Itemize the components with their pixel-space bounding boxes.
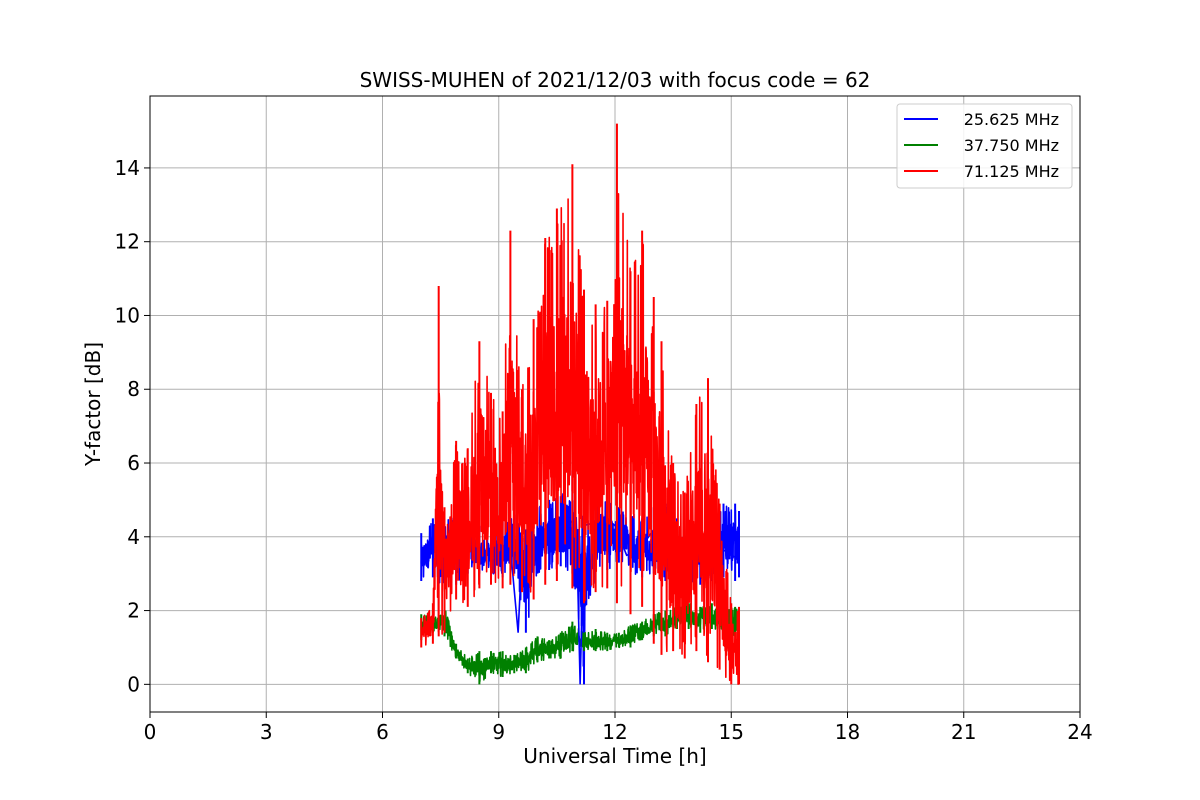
y-tick-label: 8 — [127, 377, 140, 401]
y-tick-label: 12 — [115, 230, 140, 254]
y-tick-label: 4 — [127, 525, 140, 549]
y-tick-label: 10 — [115, 303, 140, 327]
x-tick-label: 15 — [719, 720, 744, 744]
chart-title: SWISS-MUHEN of 2021/12/03 with focus cod… — [360, 68, 871, 92]
x-tick-label: 3 — [260, 720, 273, 744]
x-tick-label: 0 — [144, 720, 157, 744]
x-tick-label: 24 — [1067, 720, 1092, 744]
x-tick-label: 6 — [376, 720, 389, 744]
legend: 25.625 MHz 37.750 MHz 71.125 MHz — [896, 103, 1073, 189]
y-tick-label: 2 — [127, 599, 140, 623]
x-axis-label: Universal Time [h] — [523, 744, 706, 768]
x-tick-label: 12 — [602, 720, 627, 744]
x-tick-label: 21 — [951, 720, 976, 744]
y-axis-label: Y-factor [dB] — [81, 342, 105, 467]
x-tick-label: 18 — [835, 720, 860, 744]
series-spikes — [420, 123, 740, 685]
y-tick-label: 0 — [127, 672, 140, 696]
series-line — [420, 193, 740, 685]
y-tick-label: 14 — [115, 156, 140, 180]
y-tick-label: 6 — [127, 451, 140, 475]
legend-box — [896, 103, 1073, 189]
legend-label: 25.625 MHz — [964, 110, 1059, 129]
legend-label: 71.125 MHz — [964, 162, 1059, 181]
series-layer — [420, 123, 740, 685]
x-tick-label: 9 — [492, 720, 505, 744]
legend-label: 37.750 MHz — [964, 136, 1059, 155]
